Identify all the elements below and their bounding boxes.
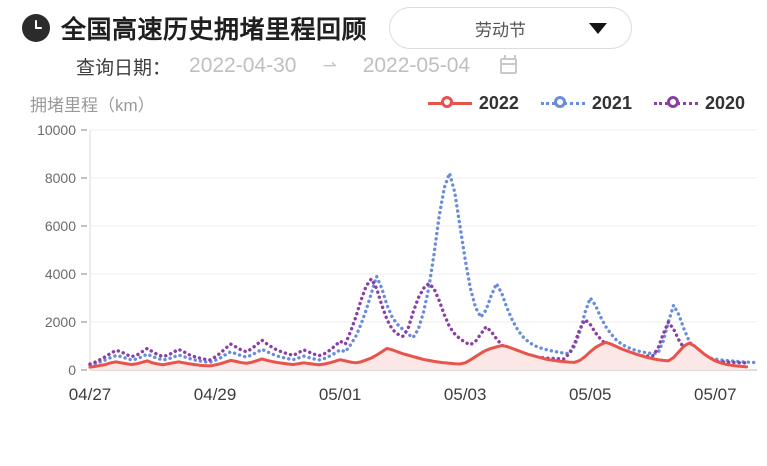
y-tick-label: 0	[68, 362, 76, 378]
legend-item-2020[interactable]: 2020	[653, 92, 745, 114]
x-tick-label: 04/27	[69, 385, 112, 404]
chart-meta-row: 拥堵里程（km） 2022 2021 2020	[0, 88, 767, 118]
page-header: 全国高速历史拥堵里程回顾 劳动节	[0, 0, 767, 49]
date-range-arrow-icon: ⇀	[322, 56, 337, 75]
legend-label-2022: 2022	[478, 92, 519, 113]
legend-item-2022[interactable]: 2022	[427, 92, 519, 114]
chevron-down-icon	[589, 22, 608, 34]
x-tick-label: 04/29	[194, 385, 237, 404]
y-axis-title: 拥堵里程（km）	[30, 95, 155, 115]
date-query-row: 查询日期： 2022-04-30 ⇀ 2022-05-04	[0, 46, 767, 86]
series-line-2021	[88, 171, 759, 367]
legend-marker-2021	[540, 94, 585, 112]
y-tick-label: 6000	[45, 218, 76, 234]
clock-icon	[22, 14, 50, 42]
series-area-2022	[90, 342, 747, 370]
legend-label-2020: 2020	[704, 92, 745, 113]
x-tick-label: 05/03	[444, 385, 487, 404]
series-line-2020	[88, 277, 749, 366]
date-query-label: 查询日期：	[76, 57, 172, 79]
chart-canvas: 0 2000 4000 6000 8000 10000 04/27 04/29 05/01 05/…	[37, 122, 759, 404]
legend-item-2021[interactable]: 2021	[540, 92, 632, 114]
end-date-input[interactable]: 2022-05-04	[362, 54, 471, 77]
legend-label-2021: 2021	[591, 92, 632, 113]
y-tick-label: 2000	[45, 314, 76, 330]
festival-dropdown-label: 劳动节	[475, 20, 527, 40]
y-tick-label: 10000	[37, 122, 76, 138]
y-tick-label: 8000	[45, 170, 76, 186]
congestion-line-chart: 0 2000 4000 6000 8000 10000 04/27 04/29 05/01 05/…	[0, 118, 767, 418]
series-line-2022	[88, 340, 749, 369]
page-title: 全国高速历史拥堵里程回顾	[61, 16, 368, 44]
legend-marker-2022	[427, 94, 472, 112]
y-tick-label: 4000	[45, 266, 76, 282]
x-tick-label: 05/07	[694, 385, 737, 404]
legend-marker-2020	[653, 94, 698, 112]
festival-dropdown[interactable]: 劳动节	[389, 7, 633, 49]
start-date-input[interactable]: 2022-04-30	[189, 54, 297, 77]
calendar-icon[interactable]	[500, 55, 518, 74]
x-tick-label: 05/01	[319, 385, 362, 404]
x-tick-label: 05/05	[569, 385, 612, 404]
chart-legend: 2022 2021 2020	[406, 93, 767, 114]
